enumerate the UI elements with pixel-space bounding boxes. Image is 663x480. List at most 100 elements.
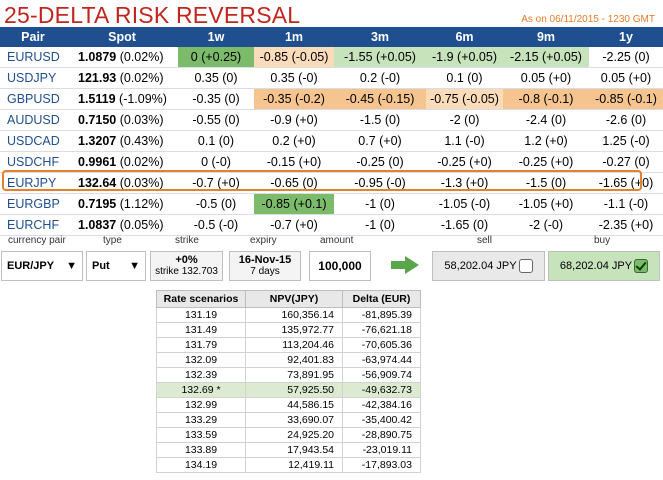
table-row[interactable]: GBPUSD 1.5119 (-1.09%) -0.35 (0) -0.35 (… [0,88,663,110]
rr-cell: -2.6 (0) [589,109,663,131]
spot-change: (1.12%) [119,197,164,211]
table-row[interactable]: EURUSD 1.0879 (0.02%) 0 (+0.25) -0.85 (-… [0,47,663,68]
pair-cell[interactable]: EURGBP [0,193,66,215]
scenario-row: 131.49 135,972.77 -76,621.18 [156,322,421,338]
spot-cell: 1.0837 (0.05%) [66,214,178,236]
rr-cell: -0.8 (-0.1) [503,88,589,110]
table-row[interactable]: USDJPY 121.93 (0.02%) 0.35 (0) 0.35 (-0)… [0,67,663,89]
column-header-pair: Pair [0,27,66,47]
rr-cell: -0.35 (0) [178,88,254,110]
rr-cell: -1.05 (-0) [426,193,503,215]
amount-input[interactable]: 100,000 [309,251,371,281]
pair-cell[interactable]: USDCAD [0,130,66,152]
buy-checkbox-checked[interactable] [634,259,649,273]
scenario-row: 132.39 73,891.95 -56,909.74 [156,367,421,383]
rr-cell: -0.95 (-0) [334,172,426,194]
npv-cell: 44,586.15 [245,397,343,413]
dropdown-arrow-icon: ▼ [66,260,77,272]
rr-cell: -0.5 (0) [178,193,254,215]
rr-cell: -0.7 (+0) [254,214,334,236]
rr-cell: -1.1 (-0) [589,193,663,215]
rr-cell: 1.1 (-0) [426,130,503,152]
pair-cell[interactable]: USDCHF [0,151,66,173]
rr-cell: -2.35 (+0) [589,214,663,236]
rr-cell: -1.65 (+0) [589,172,663,194]
sell-checkbox[interactable] [518,259,533,273]
scenario-row: 131.79 113,204.46 -70,605.36 [156,337,421,353]
spot-change: (0.43%) [119,134,164,148]
rr-cell: 1.2 (+0) [503,130,589,152]
pair-cell[interactable]: AUDUSD [0,109,66,131]
rate-cell: 133.59 [156,427,246,443]
npv-cell: 73,891.95 [245,367,343,383]
sell-price: 58,202.04 JPY [444,260,517,272]
spot-cell: 132.64 (0.03%) [66,172,178,194]
table-row[interactable]: EURGBP 0.7195 (1.12%) -0.5 (0) -0.85 (+0… [0,193,663,215]
pair-cell[interactable]: USDJPY [0,67,66,89]
pair-cell[interactable]: EURCHF [0,214,66,236]
table-row[interactable]: AUDUSD 0.7150 (0.03%) -0.55 (0) -0.9 (+0… [0,109,663,131]
npv-cell: 12,419.11 [245,457,343,473]
npv-cell: 135,972.77 [245,322,343,338]
scenario-row-current: 132.69 * 57,925.50 -49,632.73 [156,382,421,398]
sell-button[interactable]: 58,202.04 JPY [432,251,545,281]
pair-cell[interactable]: GBPUSD [0,88,66,110]
npv-cell: 92,401.83 [245,352,343,368]
column-header-1w: 1w [178,27,254,47]
spot-price: 0.9961 [78,155,117,169]
expiry-field[interactable]: 16-Nov-15 7 days [229,251,301,281]
spot-cell: 1.5119 (-1.09%) [66,88,178,110]
scenario-row: 133.89 17,943.54 -23,019.11 [156,442,421,458]
column-header-rate: Rate scenarios [156,290,246,308]
column-header-delta: Delta (EUR) [342,290,421,308]
spot-change: (0.05%) [119,218,164,232]
expiry-label: expiry [250,235,277,246]
spot-cell: 0.9961 (0.02%) [66,151,178,173]
spot-change: (0.02%) [119,155,164,169]
type-label: type [103,235,122,246]
rr-cell: -0.25 (+0) [426,151,503,173]
rr-cell: -0.65 (0) [254,172,334,194]
buy-price: 68,202.04 JPY [559,260,633,272]
rr-cell: -0.85 (+0.1) [254,193,334,215]
rr-cell: 0 (+0.25) [178,47,254,68]
rr-cell: 0.35 (-0) [254,67,334,89]
spot-change: (0.03%) [119,176,164,190]
column-header-9m: 9m [503,27,589,47]
table-row[interactable]: EURCHF 1.0837 (0.05%) -0.5 (-0) -0.7 (+0… [0,214,663,236]
spot-cell: 0.7195 (1.12%) [66,193,178,215]
rate-cell: 132.69 * [156,382,246,398]
rr-cell: 0 (-0) [178,151,254,173]
currency-pair-select[interactable]: EUR/JPY ▼ [1,251,83,281]
rr-cell: 0.05 (+0) [589,67,663,89]
delta-cell: -23,019.11 [342,442,421,458]
rate-cell: 131.79 [156,337,246,353]
strike-field[interactable]: +0% strike 132.703 [150,251,223,281]
rr-cell: -0.75 (-0.05) [426,88,503,110]
rr-cell: -0.5 (-0) [178,214,254,236]
table-row[interactable]: USDCAD 1.3207 (0.43%) 0.1 (0) 0.2 (+0) 0… [0,130,663,152]
arrow-right-icon-head [405,256,419,274]
amount-label: amount [320,235,354,246]
rr-cell: -0.85 (-0.05) [254,47,334,68]
npv-cell: 113,204.46 [245,337,343,353]
delta-cell: -49,632.73 [342,382,421,398]
rr-cell: -0.25 (0) [334,151,426,173]
table-header-row: Pair Spot 1w 1m 3m 6m 9m 1y [0,27,663,47]
delta-cell: -70,605.36 [342,337,421,353]
table-row[interactable]: USDCHF 0.9961 (0.02%) 0 (-0) -0.15 (+0) … [0,151,663,173]
pair-cell[interactable]: EURUSD [0,47,66,68]
spot-change: (0.02%) [119,71,164,85]
rr-cell: 0.7 (+0) [334,130,426,152]
rr-cell: -1.3 (+0) [426,172,503,194]
pair-cell[interactable]: EURJPY [0,172,66,194]
delta-cell: -35,400.42 [342,412,421,428]
table-row-selected[interactable]: EURJPY 132.64 (0.03%) -0.7 (+0) -0.65 (0… [0,172,663,194]
page-title: 25-DELTA RISK REVERSAL [4,2,301,28]
spot-price: 0.7150 [78,113,117,127]
rr-cell: -1.5 (0) [334,109,426,131]
buy-button[interactable]: 68,202.04 JPY [548,251,660,281]
type-select[interactable]: Put ▼ [86,251,146,281]
delta-cell: -17,893.03 [342,457,421,473]
rr-cell: -1.65 (0) [426,214,503,236]
